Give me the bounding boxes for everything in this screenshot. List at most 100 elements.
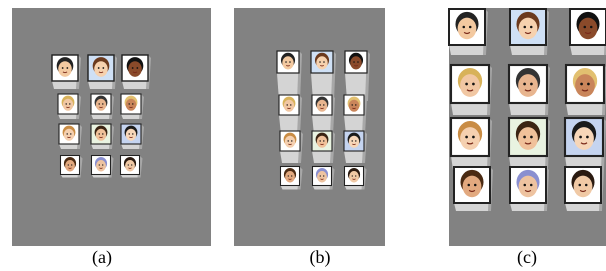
tile-extrusion	[88, 81, 114, 89]
avatar-eye	[98, 67, 100, 69]
avatar-face	[519, 18, 538, 40]
avatar-face	[574, 127, 594, 150]
tile-extrusion	[566, 103, 604, 115]
avatar-eye	[102, 67, 104, 69]
avatar-face	[519, 176, 538, 198]
avatar	[121, 156, 140, 175]
avatar-face	[579, 18, 598, 40]
avatar-eye	[69, 103, 70, 104]
panel-label: (c)	[517, 247, 537, 268]
avatar-eye	[129, 133, 130, 134]
avatar-eye	[128, 164, 129, 165]
avatar	[92, 156, 111, 175]
avatar-eye	[352, 104, 353, 105]
avatar-eye	[530, 26, 533, 29]
avatar-face	[126, 99, 136, 111]
avatar-eye	[465, 136, 468, 139]
avatar-face	[63, 99, 73, 111]
tile-extrusion	[91, 114, 111, 119]
avatar-eye	[66, 103, 67, 104]
avatar-face	[518, 74, 538, 97]
avatar-eye	[320, 140, 321, 141]
avatar-face	[458, 18, 477, 40]
avatar-eye	[99, 133, 100, 134]
avatar-eye	[584, 26, 587, 29]
avatar-eye	[67, 133, 68, 134]
avatar	[279, 95, 299, 115]
avatar	[510, 9, 546, 45]
avatar-eye	[585, 184, 588, 187]
figure: (a) (b) (c)	[0, 0, 606, 271]
tile-extrusion	[565, 203, 601, 211]
avatar-eye	[530, 184, 533, 187]
avatar	[313, 167, 332, 186]
avatar	[451, 65, 489, 103]
panel-label: (b)	[310, 247, 331, 268]
avatar-face	[349, 100, 359, 112]
avatar-face	[125, 160, 135, 171]
avatar	[91, 124, 111, 144]
avatar-face	[284, 100, 294, 112]
avatar-eye	[587, 83, 590, 86]
avatar-eye	[523, 83, 526, 86]
avatar-face	[574, 176, 593, 198]
avatar-eye	[323, 175, 324, 176]
tile-extrusion	[449, 45, 485, 55]
avatar-face	[460, 74, 480, 97]
avatar	[509, 118, 547, 156]
avatar-face	[65, 160, 75, 171]
avatar	[88, 55, 114, 81]
tile-extrusion	[345, 186, 364, 190]
avatar	[510, 167, 546, 203]
avatar-face	[575, 74, 595, 97]
avatar-eye	[353, 61, 355, 63]
tile-extrusion	[52, 81, 78, 89]
avatar	[449, 9, 485, 45]
avatar-eye	[463, 26, 466, 29]
avatar-eye	[288, 140, 289, 141]
avatar-eye	[320, 175, 321, 176]
avatar-face	[518, 127, 538, 150]
avatar-eye	[590, 26, 593, 29]
avatar	[312, 95, 332, 115]
avatar-eye	[288, 175, 289, 176]
avatar-eye	[355, 140, 356, 141]
avatar-face	[126, 129, 136, 141]
avatar-eye	[102, 164, 103, 165]
avatar	[570, 9, 606, 45]
avatar-eye	[579, 184, 582, 187]
tile-extrusion	[312, 151, 332, 163]
avatar	[91, 94, 111, 114]
avatar-eye	[352, 175, 353, 176]
avatar-eye	[68, 164, 69, 165]
tile-extrusion	[59, 144, 79, 149]
avatar-eye	[66, 67, 68, 69]
avatar-eye	[580, 83, 583, 86]
avatar-face	[349, 136, 359, 148]
avatar-face	[94, 61, 108, 77]
avatar-eye	[355, 175, 356, 176]
avatar-eye	[291, 175, 292, 176]
avatar	[121, 94, 141, 114]
avatar-eye	[71, 164, 72, 165]
tile-extrusion	[344, 151, 364, 163]
avatar-eye	[323, 140, 324, 141]
avatar-face	[316, 56, 327, 69]
avatar-eye	[99, 164, 100, 165]
avatar-eye	[530, 83, 533, 86]
tile-extrusion	[91, 144, 111, 149]
avatar-eye	[62, 67, 64, 69]
tile-extrusion	[510, 45, 546, 55]
avatar-eye	[131, 164, 132, 165]
avatar-eye	[320, 104, 321, 105]
avatar-eye	[287, 104, 288, 105]
tile-extrusion	[58, 114, 78, 119]
avatar-eye	[579, 136, 582, 139]
tile-extrusion	[509, 103, 547, 115]
avatar	[312, 131, 332, 151]
tile-extrusion	[570, 45, 606, 55]
avatar-eye	[285, 61, 287, 63]
avatar-eye	[323, 61, 325, 63]
avatar-face	[64, 129, 74, 141]
avatar-eye	[586, 136, 589, 139]
